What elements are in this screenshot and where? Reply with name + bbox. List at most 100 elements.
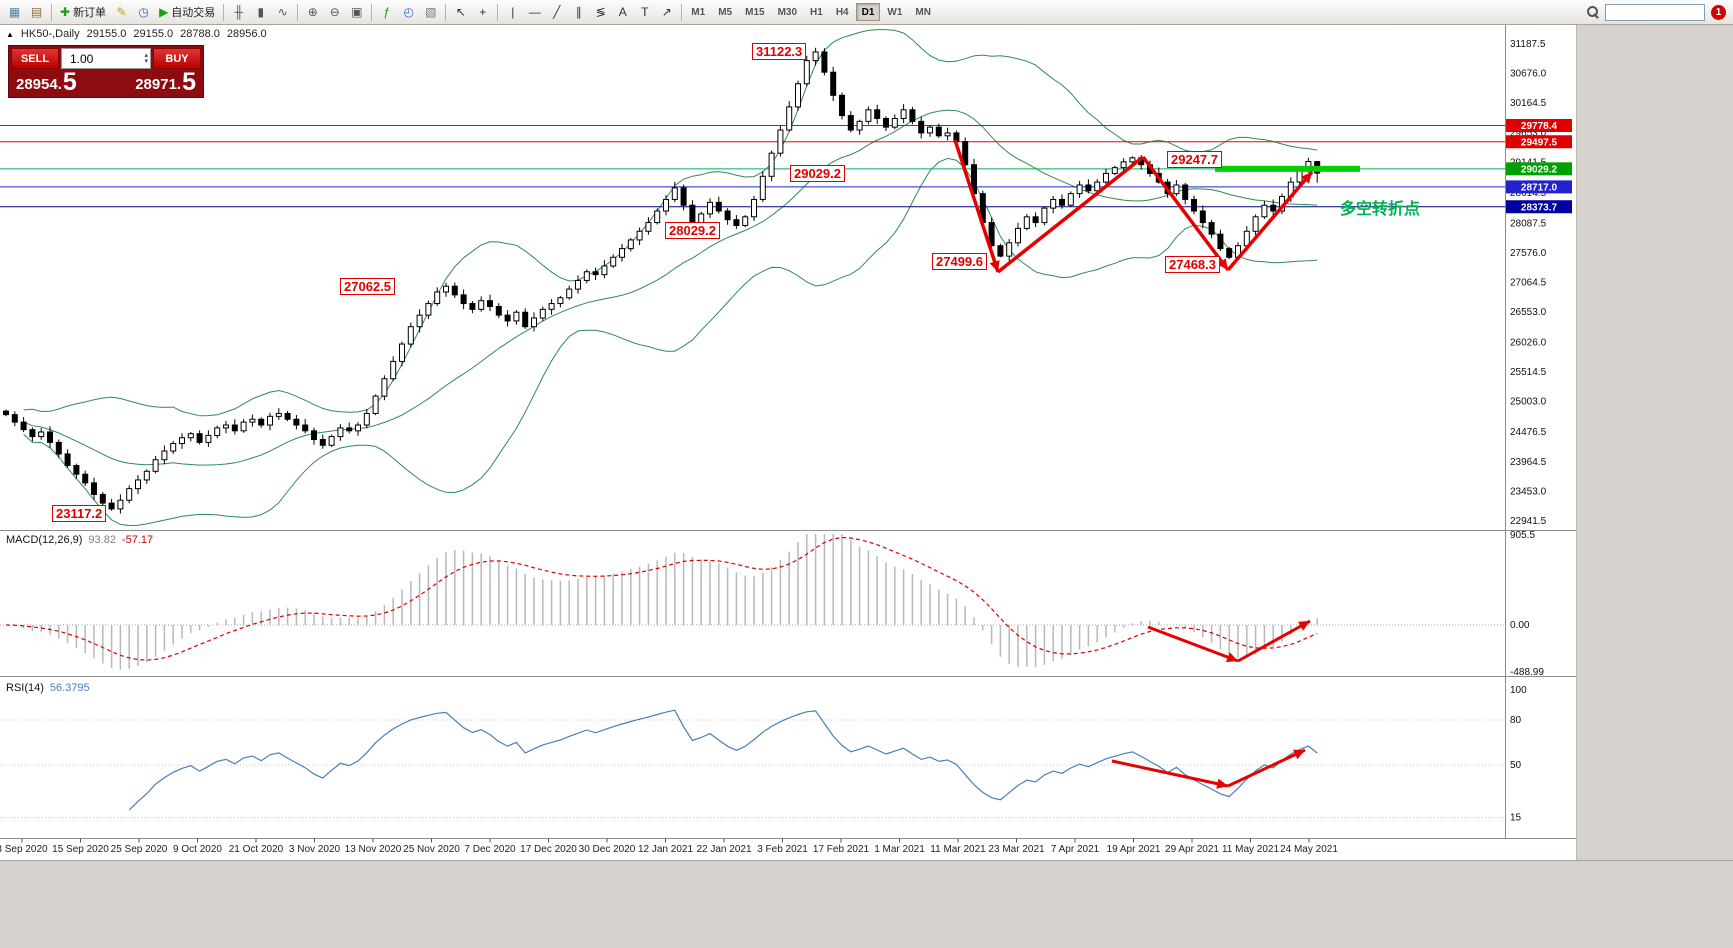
crosshair-button[interactable]: + — [472, 2, 493, 23]
zoom-out-button[interactable]: ⊖ — [324, 2, 345, 23]
price-badge: 28373.7 — [1521, 202, 1558, 213]
toolbar-items: ▦ ▤ ✚ 新订单 ✎ ◷ ▶ 自动交易 ╫ ▮ ∿ ⊕ ⊖ ▣ ƒ ◴ ▧ ↖ + | ― ╱ ∥ ≶ A T ↗ — [4, 2, 685, 23]
arrows-button[interactable]: ↗ — [656, 2, 677, 23]
volume-stepper[interactable]: 1.00 ▴ ▾ — [61, 48, 151, 69]
periods-button[interactable]: ◴ — [398, 2, 419, 23]
price-annotation[interactable]: 28029.2 — [665, 222, 720, 239]
timeframe-m30[interactable]: M30 — [777, 6, 798, 18]
window-right-margin — [1576, 25, 1733, 860]
timeframe-w1[interactable]: W1 — [887, 6, 903, 18]
candle — [927, 126, 933, 134]
time-axis-tick: 3 Nov 2020 — [289, 844, 341, 855]
candle — [196, 433, 203, 443]
candle — [399, 343, 405, 362]
horizontal-line-button[interactable]: ― — [524, 2, 545, 23]
trend-arrow[interactable] — [1227, 748, 1306, 788]
trendline-button[interactable]: ╱ — [546, 2, 567, 23]
timeframe-mn[interactable]: MN — [915, 6, 931, 18]
sell-button[interactable]: SELL — [11, 48, 59, 69]
text-button[interactable]: A — [612, 2, 633, 23]
price-axis-tick: 28087.5 — [1510, 218, 1547, 229]
history-center-button[interactable]: ◷ — [133, 2, 154, 23]
timeframe-h1[interactable]: H1 — [810, 6, 823, 18]
search-input[interactable] — [1605, 3, 1705, 21]
candle — [513, 311, 520, 322]
zoom-in-button[interactable]: ⊕ — [302, 2, 323, 23]
metaeditor-button[interactable]: ✎ — [111, 2, 132, 23]
candle — [962, 141, 969, 166]
time-axis-tick: 9 Oct 2020 — [173, 844, 222, 855]
price-annotation[interactable]: 31122.3 — [752, 43, 807, 60]
candle — [451, 285, 458, 296]
label-button[interactable]: T — [634, 2, 655, 23]
chart-area[interactable]: 31187.530676.030164.529653.029141.528614… — [0, 25, 1576, 860]
chart-icon: ▦ — [8, 5, 21, 19]
timeframe-m1[interactable]: M1 — [691, 6, 706, 18]
candle — [751, 198, 757, 218]
volume-value: 1.00 — [70, 51, 94, 66]
new-chart-button[interactable]: ▦ — [4, 2, 25, 23]
one-click-trading-panel: SELL 1.00 ▴ ▾ BUY 28954. 5 28971. 5 — [8, 45, 204, 98]
candle — [839, 94, 845, 117]
timeframe-m15[interactable]: M15 — [745, 6, 765, 18]
price-annotation[interactable]: 29247.7 — [1167, 151, 1222, 168]
templates-button[interactable]: ▧ — [420, 2, 441, 23]
volume-spin-buttons[interactable]: ▴ ▾ — [144, 51, 148, 65]
collapse-icon[interactable]: ▲ — [6, 29, 14, 39]
candle — [381, 378, 388, 397]
line-chart-button[interactable]: ∿ — [272, 2, 293, 23]
rsi-axis-tick: 15 — [1510, 813, 1522, 824]
trend-arrow[interactable] — [1111, 759, 1229, 788]
timeframe-d1[interactable]: D1 — [855, 3, 881, 21]
fibonacci-icon: ≶ — [595, 5, 606, 19]
timeframe-h4[interactable]: H4 — [835, 6, 849, 18]
price-annotation[interactable]: 29029.2 — [790, 165, 845, 182]
candle — [346, 427, 353, 432]
candle — [645, 222, 652, 232]
bar-chart-button[interactable]: ╫ — [228, 2, 249, 23]
notification-badge[interactable]: 1 — [1711, 4, 1726, 20]
tile-windows-button[interactable]: ▣ — [346, 2, 367, 23]
candle — [179, 437, 185, 445]
trend-arrow-head — [1298, 621, 1310, 631]
indicators-button[interactable]: ƒ — [376, 2, 397, 23]
new-order-button[interactable]: ✚ 新订单 — [56, 2, 110, 23]
spin-down-icon[interactable]: ▾ — [144, 57, 148, 65]
price-annotation[interactable]: 27468.3 — [1165, 256, 1220, 273]
time-axis-tick: 11 Mar 2021 — [930, 844, 986, 855]
trend-arrow[interactable] — [953, 139, 1000, 273]
vertical-line-button[interactable]: | — [502, 2, 523, 23]
autotrading-button[interactable]: ▶ 自动交易 — [155, 2, 219, 23]
candle — [1067, 193, 1074, 206]
candle-chart-button[interactable]: ▮ — [250, 2, 271, 23]
fibonacci-button[interactable]: ≶ — [590, 2, 611, 23]
trend-arrow[interactable] — [1147, 625, 1239, 663]
price-axis-tick: 31187.5 — [1510, 39, 1546, 50]
trend-arrow[interactable] — [1237, 619, 1311, 663]
profiles-button[interactable]: ▤ — [26, 2, 47, 23]
candle — [1208, 222, 1215, 235]
channel-button[interactable]: ∥ — [568, 2, 589, 23]
buy-button[interactable]: BUY — [153, 48, 201, 69]
price-annotation[interactable]: 27062.5 — [340, 278, 395, 295]
price-annotation[interactable]: 23117.2 — [52, 505, 107, 522]
price-annotation[interactable]: 27499.6 — [932, 253, 987, 270]
trend-arrow[interactable] — [1226, 170, 1314, 272]
timeframe-m5[interactable]: M5 — [718, 6, 733, 18]
support-zone-segment[interactable] — [1215, 165, 1360, 172]
candle — [575, 279, 581, 290]
candle — [1261, 204, 1268, 218]
trend-arrow[interactable] — [1141, 155, 1230, 272]
toolbar-separator — [297, 3, 299, 21]
candle — [1270, 204, 1277, 212]
candle — [1085, 184, 1092, 192]
candle — [759, 175, 766, 200]
zoom-out-icon: ⊖ — [329, 5, 340, 19]
toolbar-separator — [445, 3, 447, 21]
templates-icon: ▧ — [425, 5, 437, 19]
cursor-button[interactable]: ↖ — [450, 2, 471, 23]
spin-up-icon[interactable]: ▴ — [144, 51, 148, 59]
candle — [487, 300, 493, 307]
price-chart-svg[interactable]: 31187.530676.030164.529653.029141.528614… — [0, 25, 1576, 860]
trend-arrow[interactable] — [996, 155, 1145, 274]
